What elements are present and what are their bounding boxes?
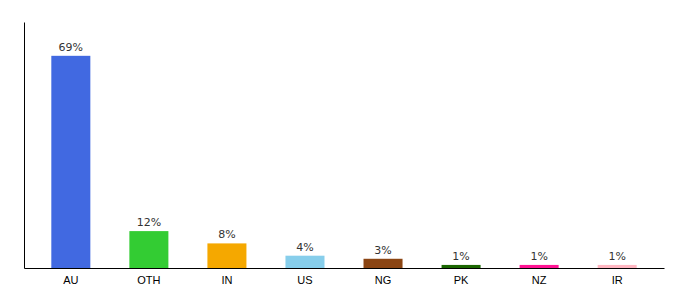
y-axis <box>24 23 25 269</box>
data-label: 3% <box>374 244 391 257</box>
plot-area: 69% 12% 8% 4% 3% 1% 1% 1% AU OTH IN US NG PK NZ IR <box>25 23 665 286</box>
bar <box>285 256 324 268</box>
data-label: 4% <box>296 241 313 254</box>
chart-svg: 69% 12% 8% 4% 3% 1% 1% 1% AU OTH IN US NG PK NZ IR <box>0 0 680 300</box>
data-label: 69% <box>59 41 83 54</box>
bar <box>207 243 246 268</box>
x-tick: NG <box>375 274 392 286</box>
bar <box>364 259 403 268</box>
bar <box>520 265 559 268</box>
x-tick-label: OTH <box>137 274 160 286</box>
bars <box>51 56 636 268</box>
chart-container: 69% 12% 8% 4% 3% 1% 1% 1% AU OTH IN US NG PK NZ IR <box>0 0 680 300</box>
data-label: 1% <box>608 250 625 263</box>
bar <box>129 231 168 268</box>
x-tick-label: AU <box>63 274 78 286</box>
y-axis-line <box>24 23 25 269</box>
data-label: 1% <box>530 250 547 263</box>
x-tick-label: US <box>297 274 312 286</box>
x-axis: AU OTH IN US NG PK NZ IR <box>25 269 665 286</box>
x-tick-label: IN <box>221 274 232 286</box>
bar <box>598 265 637 268</box>
x-tick: IR <box>612 274 623 286</box>
x-tick: PK <box>454 274 469 286</box>
data-label: 1% <box>452 250 469 263</box>
x-tick: NZ <box>532 274 547 286</box>
x-tick-label: PK <box>454 274 469 286</box>
x-tick-label: IR <box>612 274 623 286</box>
x-tick: OTH <box>137 274 160 286</box>
data-label: 8% <box>218 228 235 241</box>
bar <box>442 265 481 268</box>
x-tick: IN <box>221 274 232 286</box>
x-tick: AU <box>63 274 78 286</box>
bar <box>51 56 90 268</box>
x-tick-label: NZ <box>532 274 547 286</box>
data-labels: 69% 12% 8% 4% 3% 1% 1% 1% <box>59 41 626 263</box>
x-axis-line <box>25 268 665 269</box>
x-tick: US <box>297 274 312 286</box>
data-label: 12% <box>137 216 161 229</box>
x-tick-label: NG <box>375 274 392 286</box>
